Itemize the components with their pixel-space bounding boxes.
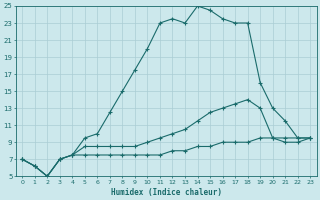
X-axis label: Humidex (Indice chaleur): Humidex (Indice chaleur) [111,188,222,197]
